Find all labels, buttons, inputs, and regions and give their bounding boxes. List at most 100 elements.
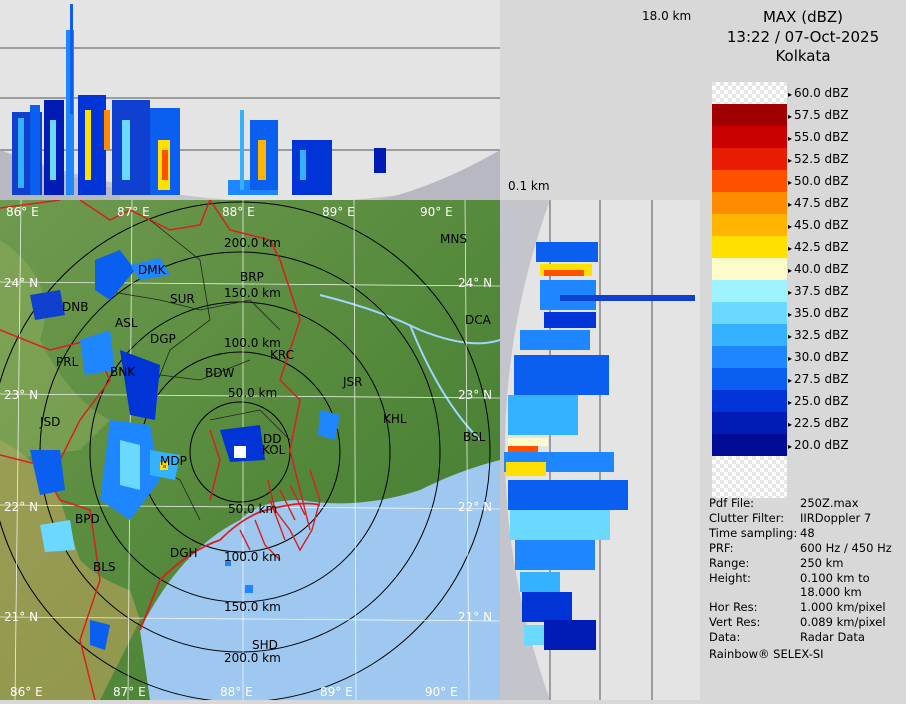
info-key: Range:	[709, 556, 750, 570]
city-jsd: JSD	[40, 415, 61, 429]
legend-label: 55.0 dBZ	[788, 130, 849, 144]
legend-label: 25.0 dBZ	[788, 394, 849, 408]
graticule	[0, 199, 501, 701]
radar-site-marker	[234, 446, 246, 458]
range-label-150-south: 150.0 km	[224, 600, 281, 614]
radar-map: 86° E 87° E 88° E 89° E 90° E 86° E 87° …	[0, 199, 501, 703]
side-cross-section-plot	[500, 200, 700, 700]
lon-label-top-87: 87° E	[117, 205, 150, 219]
lon-label-top-90: 90° E	[420, 205, 453, 219]
info-value: 250 km	[800, 556, 844, 570]
city-prl: PRL	[56, 355, 79, 369]
city-shd: SHD	[252, 638, 278, 652]
legend-swatch	[712, 434, 787, 456]
info-value: Radar Data	[800, 630, 865, 644]
legend-swatch	[712, 126, 787, 148]
station-name: Kolkata	[775, 47, 831, 65]
legend-swatch	[712, 170, 787, 192]
info-row: Time sampling: 48	[709, 526, 904, 540]
info-row: Hor Res: 1.000 km/pixel	[709, 600, 904, 614]
city-bnk: BNK	[110, 365, 136, 379]
legend-swatch	[712, 412, 787, 434]
info-key: PRF:	[709, 541, 734, 555]
legend-row: 22.5 dBZ	[700, 412, 906, 434]
info-panel: MAX (dBZ) 13:22 / 07-Oct-2025 Kolkata 60…	[700, 0, 906, 700]
lon-label-top-86: 86° E	[6, 205, 39, 219]
city-bsl: BSL	[463, 430, 486, 444]
legend-swatch	[712, 390, 787, 412]
city-kol: KOL	[262, 443, 286, 457]
height-label-top: 18.0 km	[642, 9, 692, 23]
legend-swatch	[712, 214, 787, 236]
legend-row: 35.0 dBZ	[700, 302, 906, 324]
legend-row: 40.0 dBZ	[700, 258, 906, 280]
legend-label: 35.0 dBZ	[788, 306, 849, 320]
city-dd: DD	[263, 432, 282, 446]
legend-row: 52.5 dBZ	[700, 148, 906, 170]
footer-credit: Rainbow® SELEX-SI	[709, 647, 824, 661]
info-key: Height:	[709, 571, 751, 585]
legend-swatch	[712, 236, 787, 258]
product-datetime: 13:22 / 07-Oct-2025	[726, 28, 880, 46]
lon-label-top-88: 88° E	[222, 205, 255, 219]
legend-label: 50.0 dBZ	[788, 174, 849, 188]
range-label-50-south: 50.0 km	[228, 502, 278, 516]
product-title: MAX (dBZ)	[762, 8, 844, 26]
lat-label-right-21: 21° N	[458, 610, 493, 624]
legend-swatch	[712, 280, 787, 302]
lon-label-bottom-89: 89° E	[320, 685, 353, 699]
legend-row: 37.5 dBZ	[700, 280, 906, 302]
range-label-50-north: 50.0 km	[228, 386, 278, 400]
legend-label: 47.5 dBZ	[788, 196, 849, 210]
map-echoes	[30, 250, 340, 650]
info-row: Data: Radar Data	[709, 630, 904, 644]
lon-label-bottom-87: 87° E	[113, 685, 146, 699]
lat-label-right-24: 24° N	[458, 276, 493, 290]
info-row: Vert Res: 0.089 km/pixel	[709, 615, 904, 629]
legend-label: 20.0 dBZ	[788, 438, 849, 452]
legend-label: 45.0 dBZ	[788, 218, 849, 232]
city-bpd: BPD	[75, 512, 100, 526]
info-value: 1.000 km/pixel	[800, 600, 886, 614]
info-key: Vert Res:	[709, 615, 761, 629]
city-bdw: BDW	[205, 366, 235, 380]
legend-label: 30.0 dBZ	[788, 350, 849, 364]
lat-label-right-22: 22° N	[458, 500, 493, 514]
lat-label-left-24: 24° N	[4, 276, 39, 290]
legend-row: 55.0 dBZ	[700, 126, 906, 148]
legend-label: 60.0 dBZ	[788, 86, 849, 100]
legend-label: 40.0 dBZ	[788, 262, 849, 276]
range-label-100-north: 100.0 km	[224, 336, 281, 350]
side-cross-section	[500, 200, 700, 700]
city-dgp: DGP	[150, 332, 176, 346]
legend-label: 57.5 dBZ	[788, 108, 849, 122]
legend-swatch	[712, 258, 787, 280]
legend-row: 50.0 dBZ	[700, 170, 906, 192]
info-row: PRF: 600 Hz / 450 Hz	[709, 541, 904, 555]
lat-label-left-22: 22° N	[4, 500, 39, 514]
range-label-150-north: 150.0 km	[224, 286, 281, 300]
lat-label-left-21: 21° N	[4, 610, 39, 624]
info-value: IIRDoppler 7	[800, 511, 872, 525]
info-value: 0.089 km/pixel	[800, 615, 886, 629]
top-right-corner: 18.0 km 0.1 km	[500, 0, 700, 200]
legend-swatch	[712, 192, 787, 214]
legend-row: 47.5 dBZ	[700, 192, 906, 214]
lon-label-bottom-90: 90° E	[425, 685, 458, 699]
info-value: 0.100 km to 18.000 km	[800, 571, 870, 599]
city-dnb: DNB	[62, 300, 89, 314]
top-echo-columns	[12, 4, 386, 195]
info-key: Time sampling:	[709, 526, 798, 540]
top-cross-section	[0, 0, 500, 203]
city-bls: BLS	[93, 560, 116, 574]
info-key: Hor Res:	[709, 600, 758, 614]
lon-label-bottom-86: 86° E	[10, 685, 43, 699]
legend-swatch	[712, 368, 787, 390]
city-dmk: DMK	[138, 263, 166, 277]
side-echo-columns	[504, 242, 695, 650]
legend-label: 37.5 dBZ	[788, 284, 849, 298]
lon-label-bottom-88: 88° E	[220, 685, 253, 699]
info-row: Pdf File: 250Z.max	[709, 496, 904, 510]
info-value: 600 Hz / 450 Hz	[800, 541, 892, 555]
legend-row: 57.5 dBZ	[700, 104, 906, 126]
